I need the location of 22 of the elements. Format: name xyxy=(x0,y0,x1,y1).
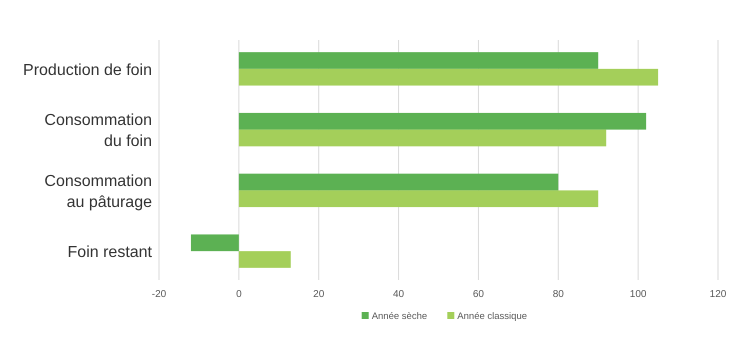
x-tick-label: 20 xyxy=(313,289,325,300)
x-tick-label: 40 xyxy=(393,289,405,300)
x-tick-label: 80 xyxy=(552,289,564,300)
y-tick-label: Consommation au pâturage xyxy=(44,172,152,211)
bar xyxy=(238,112,646,130)
bar xyxy=(238,130,606,146)
bar xyxy=(238,52,598,69)
legend-label: Année sèche xyxy=(372,311,428,322)
x-tick-label: 0 xyxy=(236,289,242,300)
bar xyxy=(238,174,558,190)
legend-label: Année classique xyxy=(457,311,528,322)
x-tick-label: 120 xyxy=(710,289,727,300)
bar xyxy=(238,68,658,86)
x-tick-label: 60 xyxy=(472,289,484,300)
y-tick-label: Consommation du foin xyxy=(44,112,152,150)
x-tick-label: 100 xyxy=(630,289,647,300)
y-tick-label: Foin restant xyxy=(68,244,153,262)
y-tick-label: Production de foin xyxy=(23,62,152,79)
bar xyxy=(238,190,598,208)
bar xyxy=(190,234,239,252)
bar xyxy=(238,251,291,268)
x-tick-label: -20 xyxy=(152,289,167,300)
